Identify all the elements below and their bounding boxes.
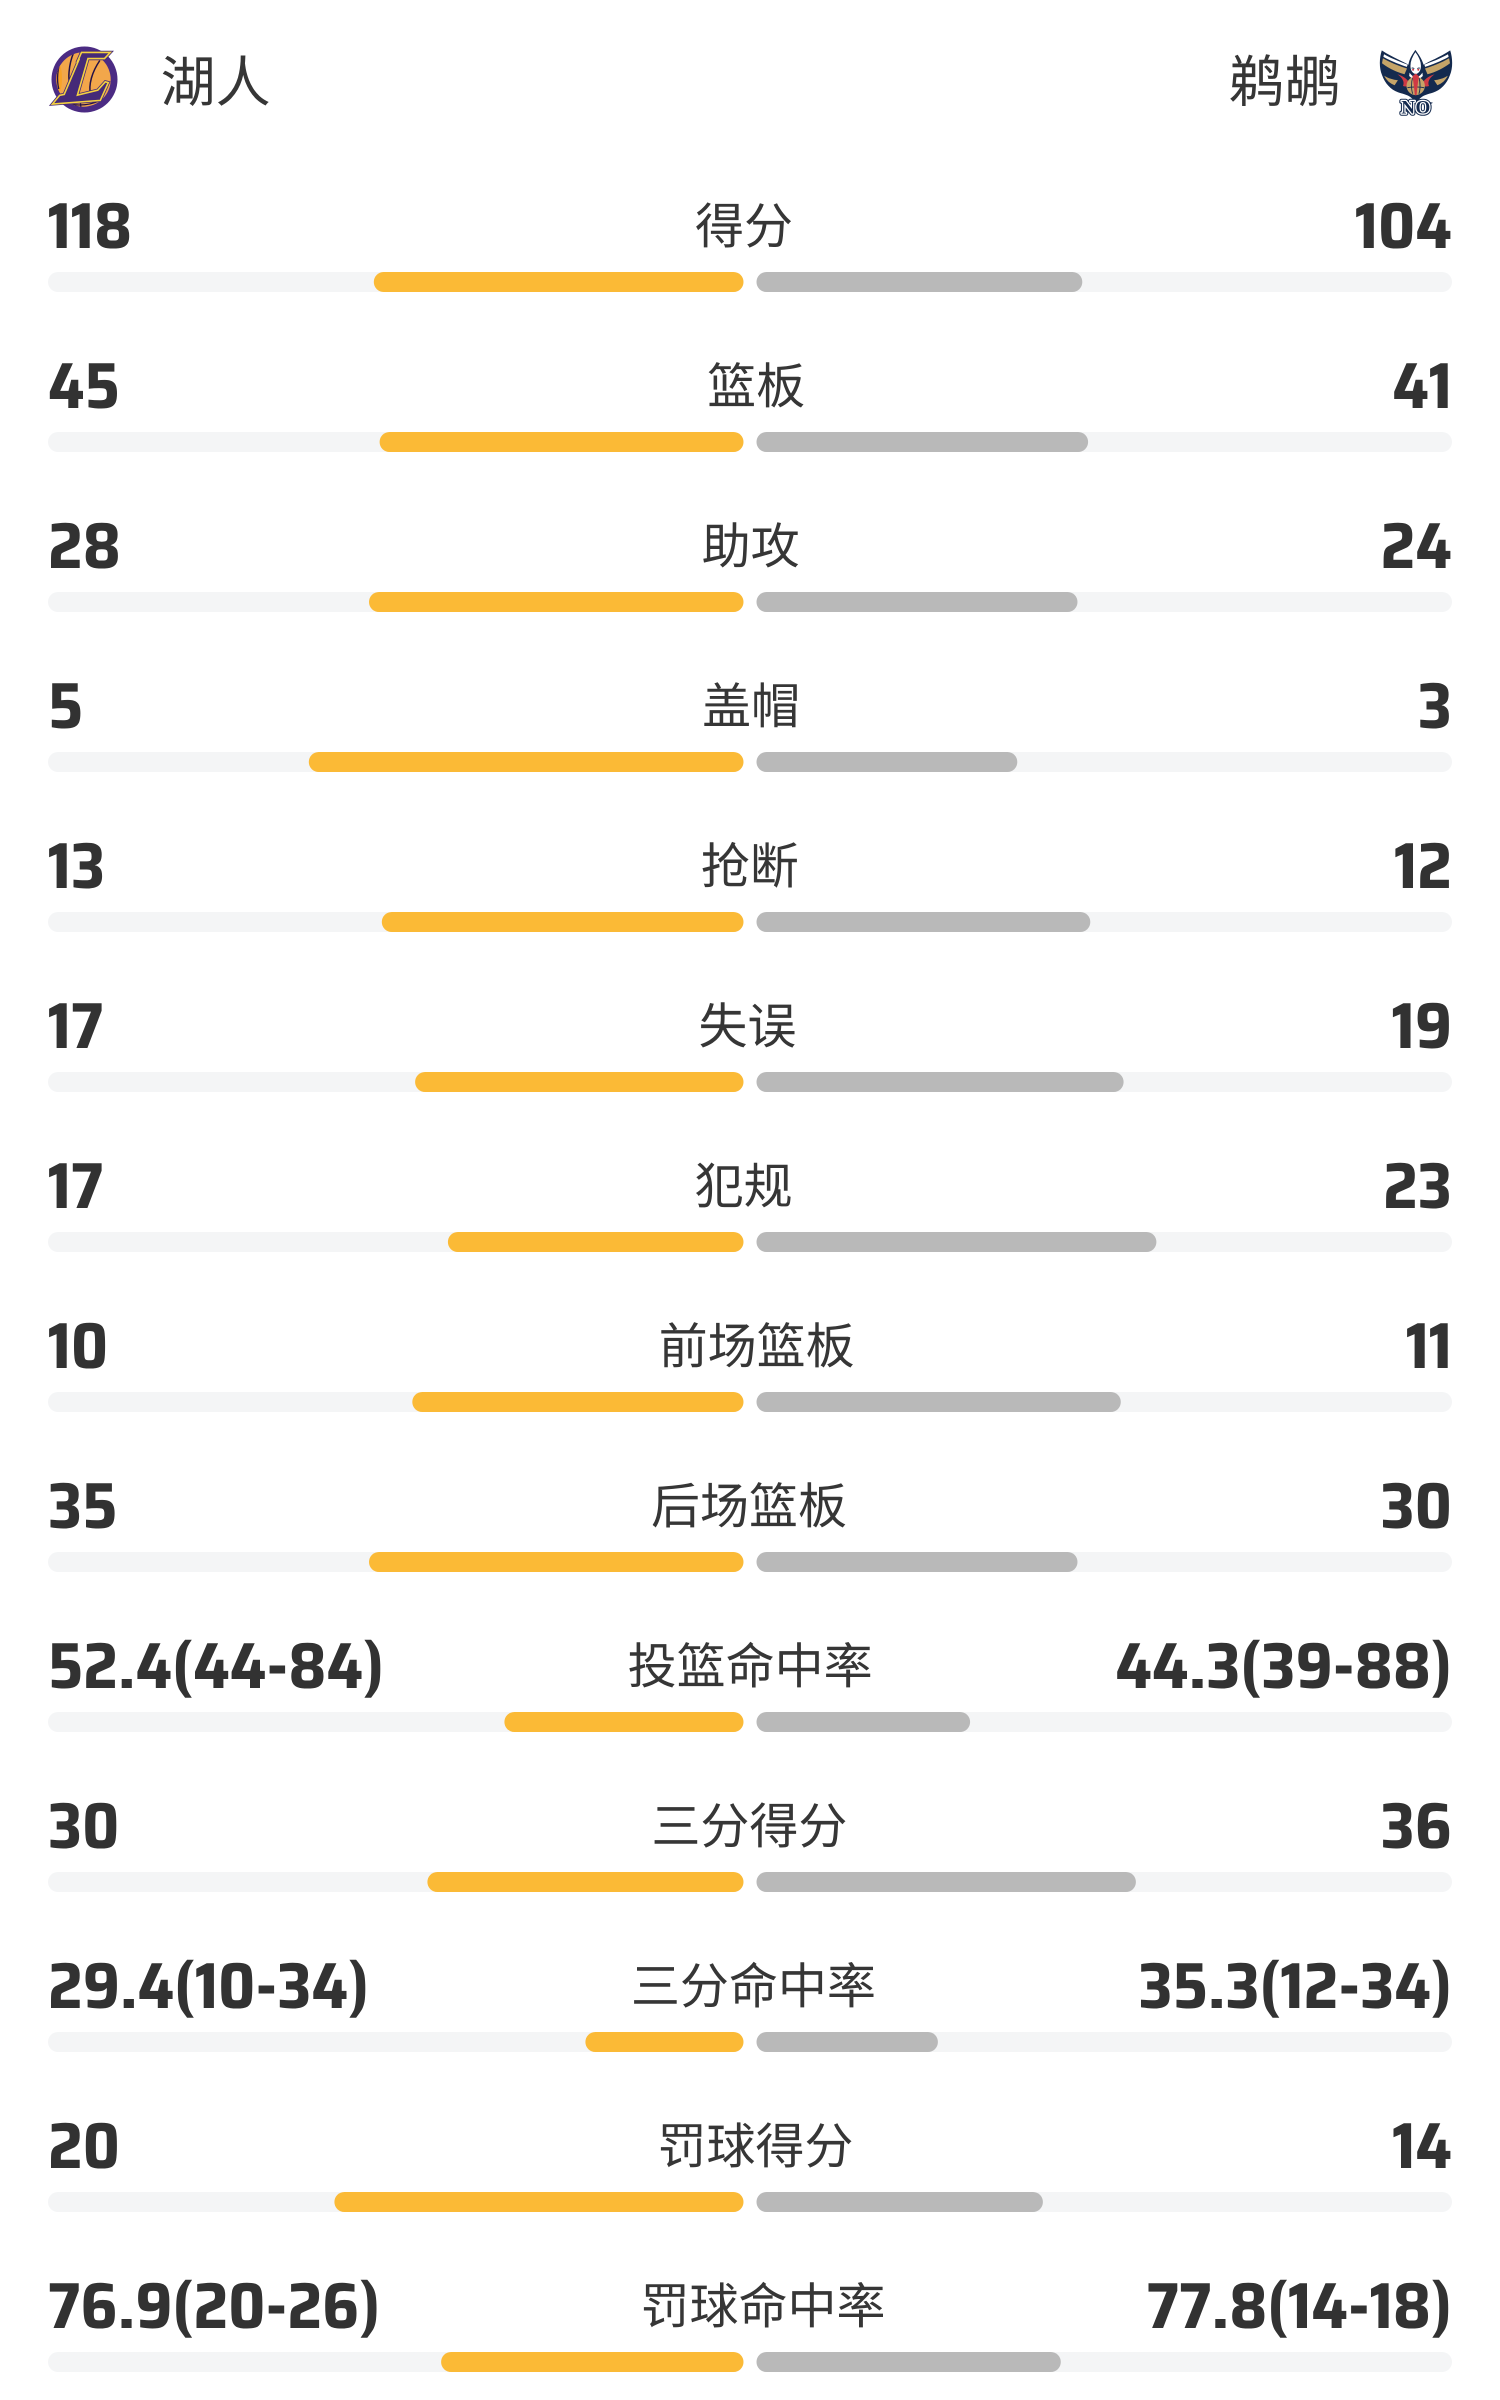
svg-text:NO: NO: [1401, 98, 1431, 119]
svg-text:NO: NO: [1401, 98, 1431, 119]
